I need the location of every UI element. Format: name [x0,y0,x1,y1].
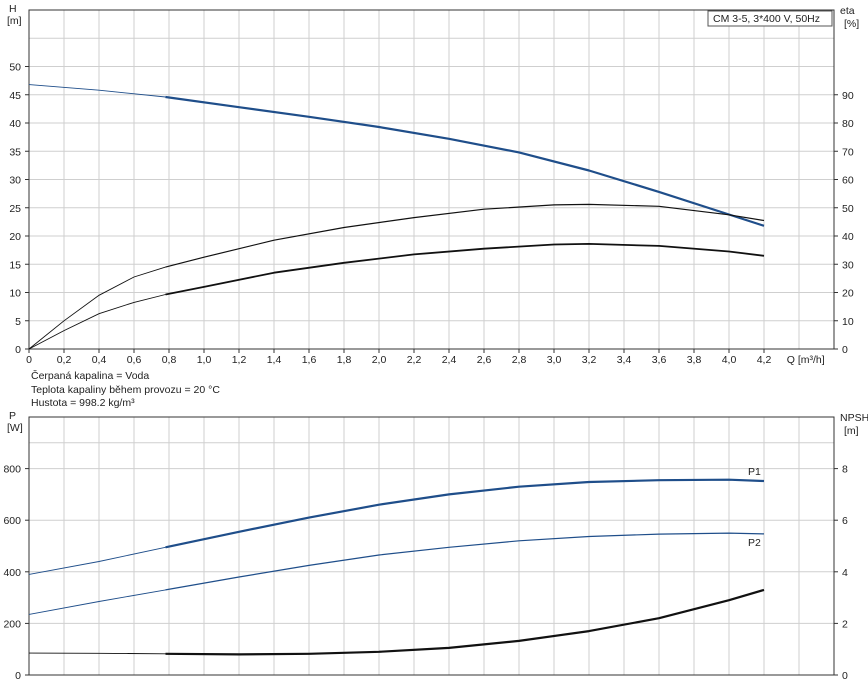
x-tick-label: 0,4 [92,354,107,366]
y-left-tick-label: 20 [9,231,21,243]
x-tick-label: 3,2 [582,354,597,366]
x-tick-label: 1,8 [337,354,352,366]
x-tick-label: 1,2 [232,354,247,366]
y-left-tick-label: 0 [15,670,21,682]
y-right-tick-label: 70 [842,146,854,158]
x-tick-label: 3,8 [687,354,702,366]
y-left-tick-label: 400 [3,567,21,579]
fluid-info: Čerpaná kapalina = Voda Teplota kapaliny… [31,370,220,411]
fluid-info-line: Hustota = 998.2 kg/m³ [31,397,135,409]
series-line-extrapolated [28,589,166,615]
y-left-axis-label: P [9,410,16,422]
series-line-extrapolated [28,84,166,98]
x-tick-label: 3,6 [652,354,667,366]
y-right-tick-label: 90 [842,90,854,102]
y-left-tick-label: 10 [9,288,21,300]
x-tick-label: 0,2 [57,354,72,366]
x-tick-label: 2,8 [512,354,527,366]
y-left-tick-label: 45 [9,90,21,102]
x-tick-label: 0,8 [162,354,177,366]
y-right-tick-label: 2 [842,618,848,630]
x-tick-label: 0,6 [127,354,142,366]
series-label: P2 [748,537,761,549]
series-line [165,478,765,549]
x-tick-label: 2,4 [442,354,457,366]
fluid-info-line: Čerpaná kapalina = Voda [31,370,150,382]
y-right-tick-label: 0 [842,344,848,356]
y-right-tick-label: 4 [842,567,848,579]
chart-title-box [707,10,833,27]
y-right-tick-label: 8 [842,464,848,476]
x-tick-label: 4,0 [722,354,737,366]
x-tick-label: 4,2 [757,354,772,366]
x-tick-label: 1,6 [302,354,317,366]
y-left-tick-label: 200 [3,618,21,630]
y-left-tick-label: 15 [9,259,21,271]
y-left-axis-label: H [9,3,17,15]
y-right-tick-label: 30 [842,259,854,271]
y-right-tick-label: 80 [842,118,854,130]
series-line [165,243,765,296]
y-left-tick-label: 40 [9,118,21,130]
y-left-axis-unit: [W] [7,422,23,434]
series-line-extrapolated [28,652,166,655]
y-left-tick-label: 600 [3,515,21,527]
y-left-tick-label: 800 [3,464,21,476]
y-left-tick-label: 50 [9,62,21,74]
x-axis-label: Q [m³/h] [787,354,825,366]
y-right-tick-label: 60 [842,175,854,187]
x-tick-label: 1,4 [267,354,282,366]
x-tick-label: 2,0 [372,354,387,366]
plot-frame [28,416,835,676]
fluid-info-line: Teplota kapaliny během provozu = 20 °C [31,383,220,396]
y-right-axis-unit: [%] [844,18,859,30]
y-right-tick-label: 50 [842,203,854,215]
series-label: P1 [748,466,761,478]
series-line-extrapolated [28,546,166,575]
y-right-tick-label: 0 [842,670,848,682]
series-line [165,588,765,656]
y-left-tick-label: 5 [15,316,21,328]
x-tick-label: 2,2 [407,354,422,366]
y-left-tick-label: 35 [9,146,21,158]
series-line-extrapolated [28,294,166,350]
chart-title: CM 3-5, 3*400 V, 50Hz [713,13,820,25]
series-line [165,203,765,268]
y-right-tick-label: 10 [842,316,854,328]
x-tick-label: 3,4 [617,354,632,366]
series-line-extrapolated [28,266,166,350]
y-right-axis-label: NPSH [840,412,868,424]
series-line [165,532,765,591]
y-right-tick-label: 40 [842,231,854,243]
x-tick-label: 2,6 [477,354,492,366]
x-tick-label: 0 [26,354,32,366]
y-right-tick-label: 6 [842,515,848,527]
x-tick-label: 1,0 [197,354,212,366]
series-line [165,95,765,227]
y-left-axis-unit: [m] [7,15,22,27]
y-left-tick-label: 25 [9,203,21,215]
y-right-axis-label: eta [840,5,855,17]
y-right-axis-unit: [m] [844,425,859,437]
y-left-tick-label: 30 [9,175,21,187]
y-right-tick-label: 20 [842,288,854,300]
x-tick-label: 3,0 [547,354,562,366]
y-left-tick-label: 0 [15,344,21,356]
